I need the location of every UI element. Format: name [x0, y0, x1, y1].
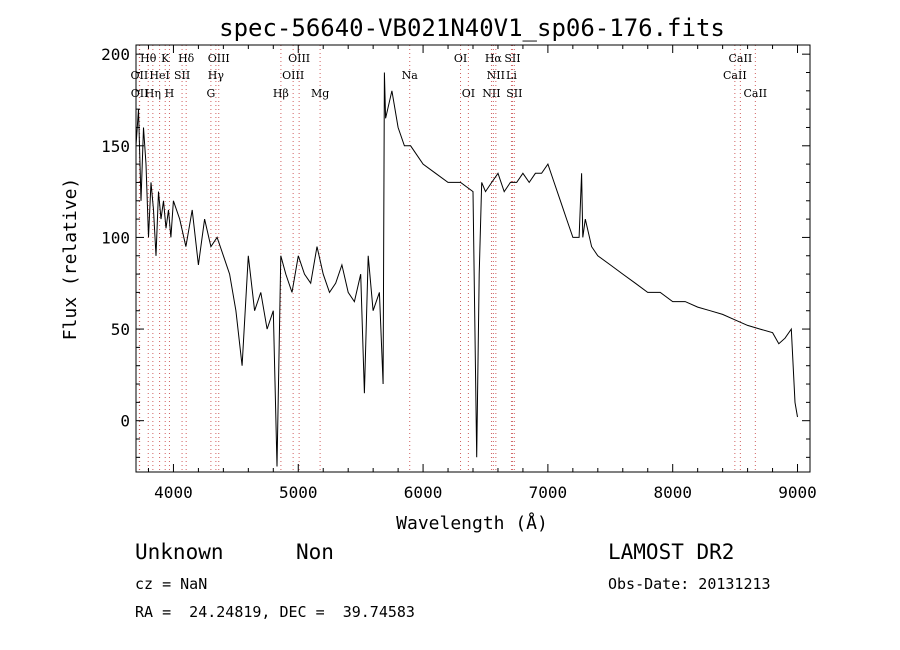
spectral-line-label: OII	[131, 69, 149, 82]
spectral-line-label: G	[206, 87, 215, 100]
spectral-line-label: OII	[131, 87, 149, 100]
y-tick-label: 50	[111, 320, 130, 339]
spectral-line-label: Hδ	[178, 52, 195, 65]
y-axis-label: Flux (relative)	[60, 178, 81, 341]
y-tick-label: 0	[120, 412, 130, 431]
y-tick-label: 150	[101, 137, 130, 156]
spectral-line-label: Hα	[485, 52, 503, 65]
spectral-line-label: Hη	[145, 87, 161, 100]
spectral-line-label: H	[165, 87, 175, 100]
redshift-label: cz = NaN	[135, 575, 208, 593]
spectrum-line	[135, 72, 798, 467]
y-tick-label: 100	[101, 228, 130, 247]
spectral-line-label: SII	[506, 87, 522, 100]
y-tick-label: 200	[101, 45, 130, 64]
spectral-line-label: SII	[174, 69, 190, 82]
x-axis: 4000 5000 6000 7000 8000 9000	[147, 45, 817, 502]
survey-label: LAMOST DR2	[608, 540, 735, 564]
chart-title: spec-56640-VB021N40V1_sp06-176.fits	[219, 14, 725, 42]
spectral-line-label: CaII	[743, 87, 767, 100]
spectral-line-label: OIII	[282, 69, 304, 82]
x-tick-label: 8000	[653, 483, 692, 502]
spectral-line-label: Hβ	[273, 87, 289, 100]
spectral-line-label: OI	[454, 52, 467, 65]
x-tick-label: 9000	[778, 483, 817, 502]
spectral-line-label: SII	[504, 52, 520, 65]
class-label: Unknown	[135, 540, 224, 564]
spectrum-series	[135, 72, 798, 467]
spectral-line-label: K	[161, 52, 170, 65]
x-axis-label: Wavelength (Å)	[396, 512, 548, 534]
spectral-line-label: OIII	[208, 52, 230, 65]
subclass-label: Non	[296, 540, 334, 564]
spectral-line-label: Mg	[311, 87, 329, 100]
spectral-line-markers	[138, 45, 756, 472]
spectral-line-label: CaII	[729, 52, 753, 65]
spectral-line-label: HeI	[149, 69, 169, 82]
spectral-line-label: Li	[506, 69, 517, 82]
plot-frame	[135, 44, 811, 473]
x-tick-label: 6000	[404, 483, 443, 502]
spectral-line-label: OI	[462, 87, 475, 100]
spectral-line-label: Na	[402, 69, 419, 82]
x-tick-label: 7000	[529, 483, 568, 502]
spectral-line-label: Hγ	[208, 69, 225, 82]
x-tick-label: 4000	[154, 483, 193, 502]
obs-date-label: Obs-Date: 20131213	[608, 575, 771, 593]
y-axis: 0 50 100 150 200	[101, 45, 810, 458]
x-tick-label: 5000	[279, 483, 318, 502]
spectral-line-label: NII	[487, 69, 505, 82]
spectral-line-label: NII	[482, 87, 500, 100]
coordinates-label: RA = 24.24819, DEC = 39.74583	[135, 603, 415, 621]
spectral-line-label: Hθ	[140, 52, 157, 65]
spectral-line-label: CaII	[723, 69, 747, 82]
spectral-line-label: OIII	[288, 52, 310, 65]
